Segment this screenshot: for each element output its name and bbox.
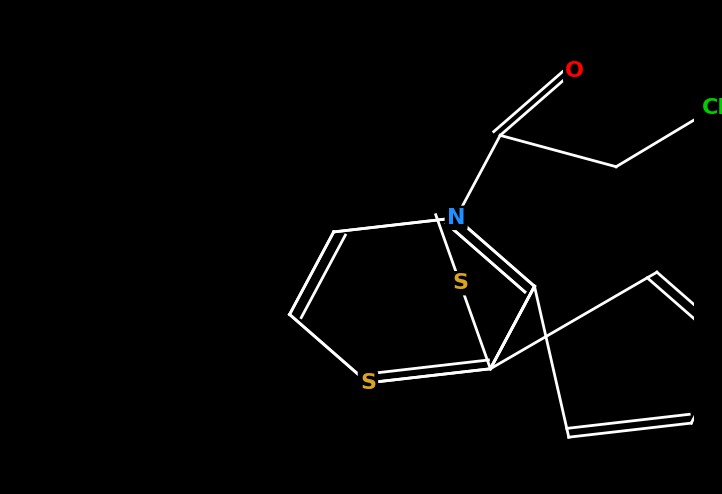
Text: Cl: Cl bbox=[702, 98, 722, 118]
Text: N: N bbox=[447, 208, 466, 228]
Text: S: S bbox=[452, 273, 468, 293]
Text: S: S bbox=[360, 373, 376, 393]
Text: O: O bbox=[565, 61, 584, 81]
